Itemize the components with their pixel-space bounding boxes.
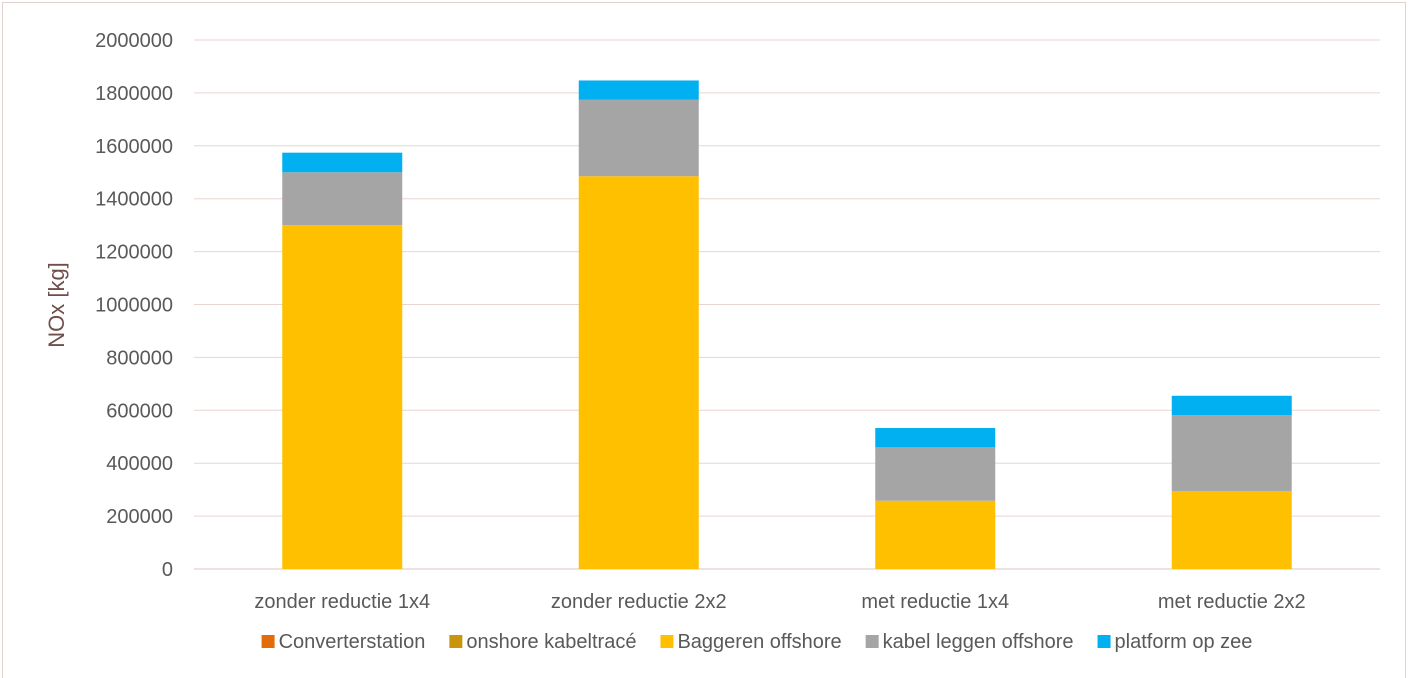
legend-item: Converterstation — [261, 631, 426, 653]
legend-label: onshore kabeltracé — [466, 631, 636, 653]
y-tick-label: 1800000 — [95, 83, 173, 105]
legend-item: Baggeren offshore — [660, 631, 842, 653]
x-axis-labels: zonder reductie 1x4 zonder reductie 2x2 me… — [254, 591, 1305, 613]
y-tick-label: 2000000 — [95, 30, 173, 52]
x-category-label: zonder reductie 2x2 — [551, 591, 727, 613]
bar-segment — [282, 172, 403, 226]
legend-item: platform op zee — [1097, 631, 1253, 653]
legend-label: kabel leggen offshore — [883, 631, 1074, 653]
y-tick-label: 0 — [162, 559, 173, 581]
bar-segment — [578, 176, 699, 569]
legend-item: onshore kabeltracé — [449, 631, 636, 653]
y-tick-label: 600000 — [106, 400, 173, 422]
legend-label: Converterstation — [279, 631, 426, 653]
legend-swatch — [449, 635, 463, 648]
legend-swatch — [261, 635, 275, 648]
y-tick-label: 200000 — [106, 506, 173, 528]
legend-label: Baggeren offshore — [677, 631, 841, 653]
bar-segment — [1171, 490, 1292, 569]
x-category-label: zonder reductie 1x4 — [254, 591, 430, 613]
legend-item: kabel leggen offshore — [865, 631, 1074, 653]
legend-swatch — [660, 635, 674, 648]
legend-label: platform op zee — [1115, 631, 1253, 653]
bar-segment — [875, 447, 996, 501]
y-tick-label: 800000 — [106, 347, 173, 369]
x-category-label: met reductie 1x4 — [861, 591, 1009, 613]
bar-segment — [875, 500, 996, 569]
legend-swatch — [1097, 635, 1111, 648]
bar-segment — [578, 99, 699, 177]
legend: Converterstation onshore kabeltracé Bagger… — [261, 631, 1253, 653]
legend-swatch — [865, 635, 879, 648]
bar-segment — [282, 225, 403, 569]
y-tick-label: 1200000 — [95, 242, 173, 264]
y-axis-ticks: 0 200000 400000 600000 800000 1000000 1200000 1… — [95, 30, 173, 581]
bar-segment — [1171, 415, 1292, 491]
y-tick-label: 1600000 — [95, 136, 173, 158]
y-axis-title: NOx [kg] — [44, 262, 69, 348]
y-tick-label: 1000000 — [95, 295, 173, 317]
bars — [282, 80, 1292, 569]
x-category-label: met reductie 2x2 — [1158, 591, 1306, 613]
y-tick-label: 400000 — [106, 453, 173, 475]
bar-segment — [578, 80, 699, 100]
bar-segment — [875, 428, 996, 448]
y-tick-label: 1400000 — [95, 189, 173, 211]
bar-segment — [282, 152, 403, 173]
bar-segment — [1171, 395, 1292, 416]
